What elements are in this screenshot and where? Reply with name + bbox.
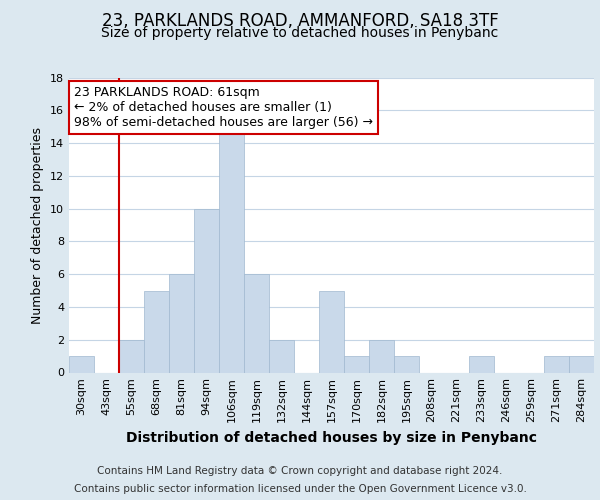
Text: Contains public sector information licensed under the Open Government Licence v3: Contains public sector information licen… xyxy=(74,484,526,494)
Text: 23 PARKLANDS ROAD: 61sqm
← 2% of detached houses are smaller (1)
98% of semi-det: 23 PARKLANDS ROAD: 61sqm ← 2% of detache… xyxy=(74,86,373,130)
Text: Size of property relative to detached houses in Penybanc: Size of property relative to detached ho… xyxy=(101,26,499,40)
Bar xyxy=(344,356,369,372)
Bar xyxy=(544,356,569,372)
Y-axis label: Number of detached properties: Number of detached properties xyxy=(31,126,44,324)
Bar xyxy=(269,340,294,372)
Bar xyxy=(119,340,144,372)
X-axis label: Distribution of detached houses by size in Penybanc: Distribution of detached houses by size … xyxy=(126,431,537,445)
Bar xyxy=(69,356,94,372)
Bar xyxy=(244,274,269,372)
Bar xyxy=(144,290,169,372)
Text: 23, PARKLANDS ROAD, AMMANFORD, SA18 3TF: 23, PARKLANDS ROAD, AMMANFORD, SA18 3TF xyxy=(101,12,499,30)
Bar xyxy=(369,340,394,372)
Bar xyxy=(169,274,194,372)
Bar xyxy=(469,356,494,372)
Bar xyxy=(394,356,419,372)
Text: Contains HM Land Registry data © Crown copyright and database right 2024.: Contains HM Land Registry data © Crown c… xyxy=(97,466,503,476)
Bar xyxy=(219,126,244,372)
Bar xyxy=(194,208,219,372)
Bar xyxy=(319,290,344,372)
Bar xyxy=(569,356,594,372)
